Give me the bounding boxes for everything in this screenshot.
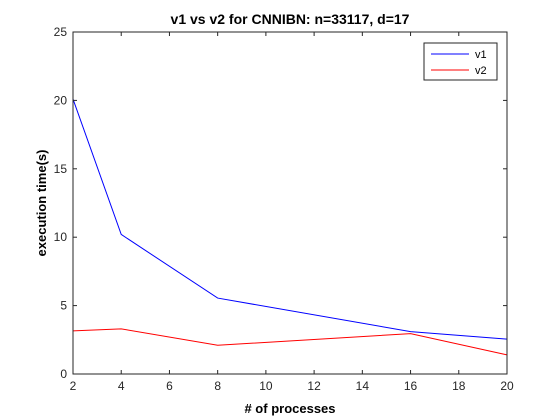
x-tick-label: 14 xyxy=(356,379,370,393)
legend-label-v1: v1 xyxy=(475,49,487,61)
y-tick-label: 10 xyxy=(54,230,68,244)
y-tick-label: 25 xyxy=(54,25,68,39)
y-tick-label: 5 xyxy=(60,299,67,313)
series-line-v1 xyxy=(72,98,508,340)
x-tick-label: 8 xyxy=(214,379,221,393)
x-tick-label: 2 xyxy=(70,379,77,393)
y-tick-label: 15 xyxy=(54,162,68,176)
x-tick-label: 18 xyxy=(452,379,466,393)
axes-box xyxy=(72,31,508,375)
x-tick-label: 10 xyxy=(259,379,273,393)
y-tick-label: 20 xyxy=(54,93,68,107)
series-line-v2 xyxy=(72,328,508,356)
legend-label-v2: v2 xyxy=(475,65,487,77)
x-tick-label: 4 xyxy=(118,379,125,393)
x-tick-label: 20 xyxy=(500,379,514,393)
y-tick-label: 0 xyxy=(60,367,67,381)
chart-title: v1 vs v2 for CNNIBN: n=33117, d=17 xyxy=(171,11,410,27)
x-tick-label: 16 xyxy=(404,379,418,393)
x-axis-label: # of processes xyxy=(244,401,335,416)
legend-box xyxy=(423,42,498,81)
x-tick-label: 12 xyxy=(307,379,321,393)
x-tick-label: 6 xyxy=(166,379,173,393)
plot-area xyxy=(73,32,507,374)
y-axis-label: execution time(s) xyxy=(34,150,49,257)
